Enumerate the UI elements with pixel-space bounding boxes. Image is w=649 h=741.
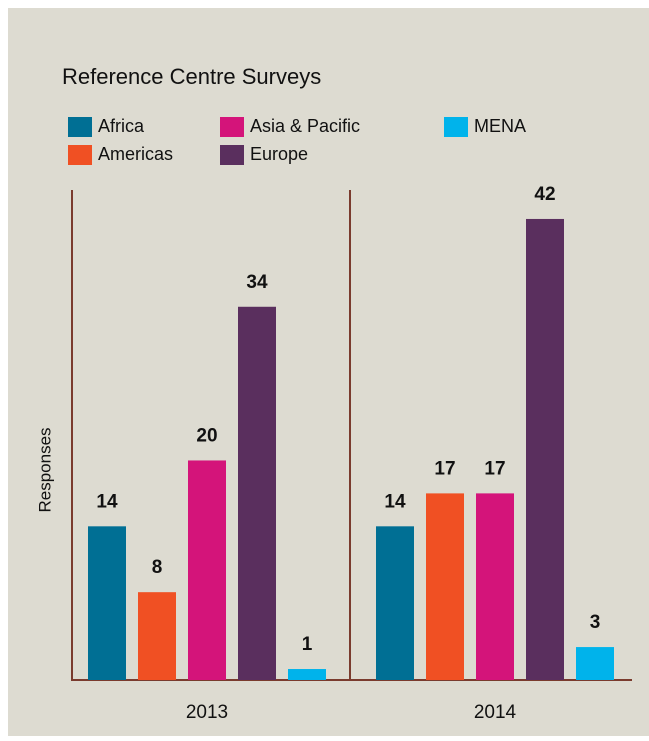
chart-title: Reference Centre Surveys (62, 64, 321, 89)
bar (426, 493, 464, 680)
legend-swatch (220, 117, 244, 137)
bar (188, 460, 226, 680)
legend-label: MENA (474, 116, 526, 136)
bar (238, 306, 276, 680)
data-label: 3 (590, 612, 601, 633)
bar (576, 647, 614, 680)
data-label: 14 (96, 491, 118, 512)
x-tick-label: 2014 (474, 702, 517, 723)
legend-label: Africa (98, 116, 145, 136)
legend-swatch (68, 145, 92, 165)
data-label: 17 (434, 458, 455, 479)
y-axis-label: Responses (35, 427, 54, 512)
bar (376, 526, 414, 680)
bar (526, 218, 564, 681)
legend-label: Americas (98, 144, 173, 164)
data-label: 42 (534, 184, 555, 205)
data-label: 1 (302, 634, 313, 655)
data-label: 17 (484, 458, 505, 479)
data-label: 14 (384, 491, 406, 512)
bar (476, 493, 514, 680)
legend-swatch (220, 145, 244, 165)
data-label: 34 (246, 272, 268, 293)
bar (138, 592, 176, 680)
legend-swatch (444, 117, 468, 137)
bar (88, 526, 126, 680)
data-label: 8 (152, 557, 163, 578)
legend-label: Asia & Pacific (250, 116, 360, 136)
x-tick-label: 2013 (186, 702, 228, 723)
data-label: 20 (196, 425, 217, 446)
bar (288, 669, 326, 680)
legend-swatch (68, 117, 92, 137)
legend-label: Europe (250, 144, 308, 164)
